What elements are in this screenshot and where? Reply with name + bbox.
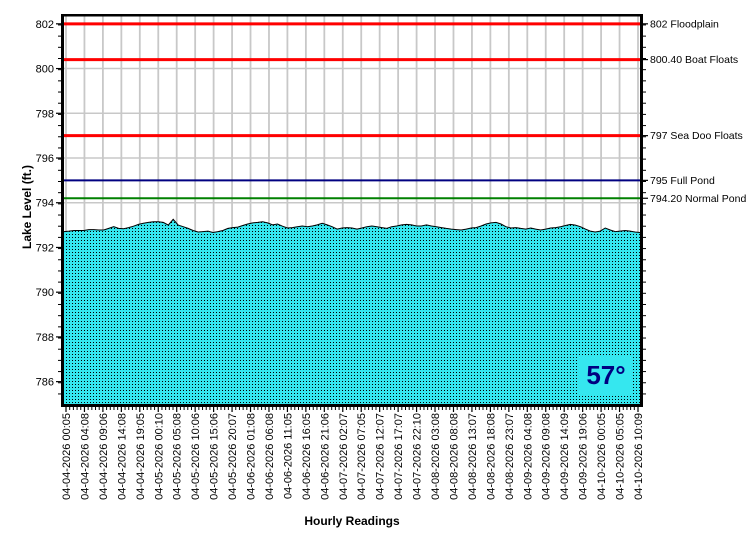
x-tick-label: 04-07-2026 17:07 [393,413,405,500]
plot-border [61,14,643,407]
reference-line-label: 795 Full Pond [650,175,715,187]
x-axis-title: Hourly Readings [304,514,400,528]
reference-line-label: 802 Floodplain [650,18,719,30]
reference-line-label: 800.40 Boat Floats [650,54,738,66]
x-tick-label: 04-05-2026 20:07 [227,413,239,500]
x-tick-label: 04-08-2026 13:07 [467,413,479,500]
x-tick-label: 04-06-2026 21:06 [319,413,331,500]
x-tick-label: 04-05-2026 10:06 [190,413,202,500]
x-tick-label: 04-08-2026 23:07 [504,413,516,500]
x-tick-labels: 04-04-2026 00:05 04-04-2026 04:08 04-04-20… [61,413,645,500]
x-tick-label: 04-10-2026 00:05 [596,413,608,500]
y-tick-label: 796 [36,153,54,165]
x-tick-label: 04-08-2026 03:08 [430,413,442,500]
x-tick-label: 04-05-2026 05:08 [172,413,184,500]
x-tick-label: 04-10-2026 10:09 [633,413,645,500]
y-tick-label: 794 [36,198,54,210]
y-tick-labels: 802 800 798 796 794 792 790 788 786 [36,19,54,389]
y-tick-label: 798 [36,108,54,120]
x-tick-label: 04-07-2026 12:07 [375,413,387,500]
y-tick-label: 786 [36,377,54,389]
x-tick-label: 04-04-2026 19:05 [135,413,147,500]
reference-line-label: 794.20 Normal Pond [650,193,746,205]
y-tick-label: 802 [36,19,54,31]
y-tick-label: 800 [36,64,54,76]
y-tick-label: 792 [36,242,54,254]
x-tick-label: 04-04-2026 14:08 [116,413,128,500]
x-tick-label: 04-04-2026 00:05 [61,413,73,500]
y-tick-label: 788 [36,332,54,344]
x-tick-label: 04-04-2026 09:06 [98,413,110,500]
axis-ticks [56,23,646,412]
lake-level-series [63,218,641,404]
x-tick-label: 04-06-2026 06:08 [264,413,276,500]
x-tick-label: 04-05-2026 15:06 [209,413,221,500]
x-tick-label: 04-07-2026 22:10 [412,413,424,500]
y-tick-label: 790 [36,287,54,299]
x-tick-label: 04-05-2026 00:10 [153,413,165,500]
x-tick-label: 04-06-2026 11:05 [282,413,294,499]
x-tick-label: 04-04-2026 04:08 [79,413,91,500]
x-tick-label: 04-09-2026 04:08 [522,413,534,500]
y-axis-title: Lake Level (ft.) [20,164,34,250]
reference-lines: 802 Floodplain 800.40 Boat Floats 797 Sea … [64,18,746,205]
x-tick-label: 04-08-2026 18:08 [485,413,497,500]
x-tick-label: 04-09-2026 14:09 [559,413,571,500]
reference-line-label: 797 Sea Doo Floats [650,130,743,142]
water-temperature-badge: 57° [579,355,633,395]
x-tick-label: 04-10-2026 05:05 [615,413,627,500]
x-tick-label: 04-06-2026 16:05 [301,413,313,500]
x-tick-label: 04-09-2026 09:08 [541,413,553,500]
x-tick-label: 04-07-2026 02:07 [338,413,350,500]
x-tick-label: 04-09-2026 19:06 [578,413,590,500]
x-tick-label: 04-06-2026 01:08 [246,413,258,500]
x-tick-label: 04-08-2026 08:08 [448,413,460,500]
x-tick-label: 04-07-2026 07:05 [356,413,368,500]
